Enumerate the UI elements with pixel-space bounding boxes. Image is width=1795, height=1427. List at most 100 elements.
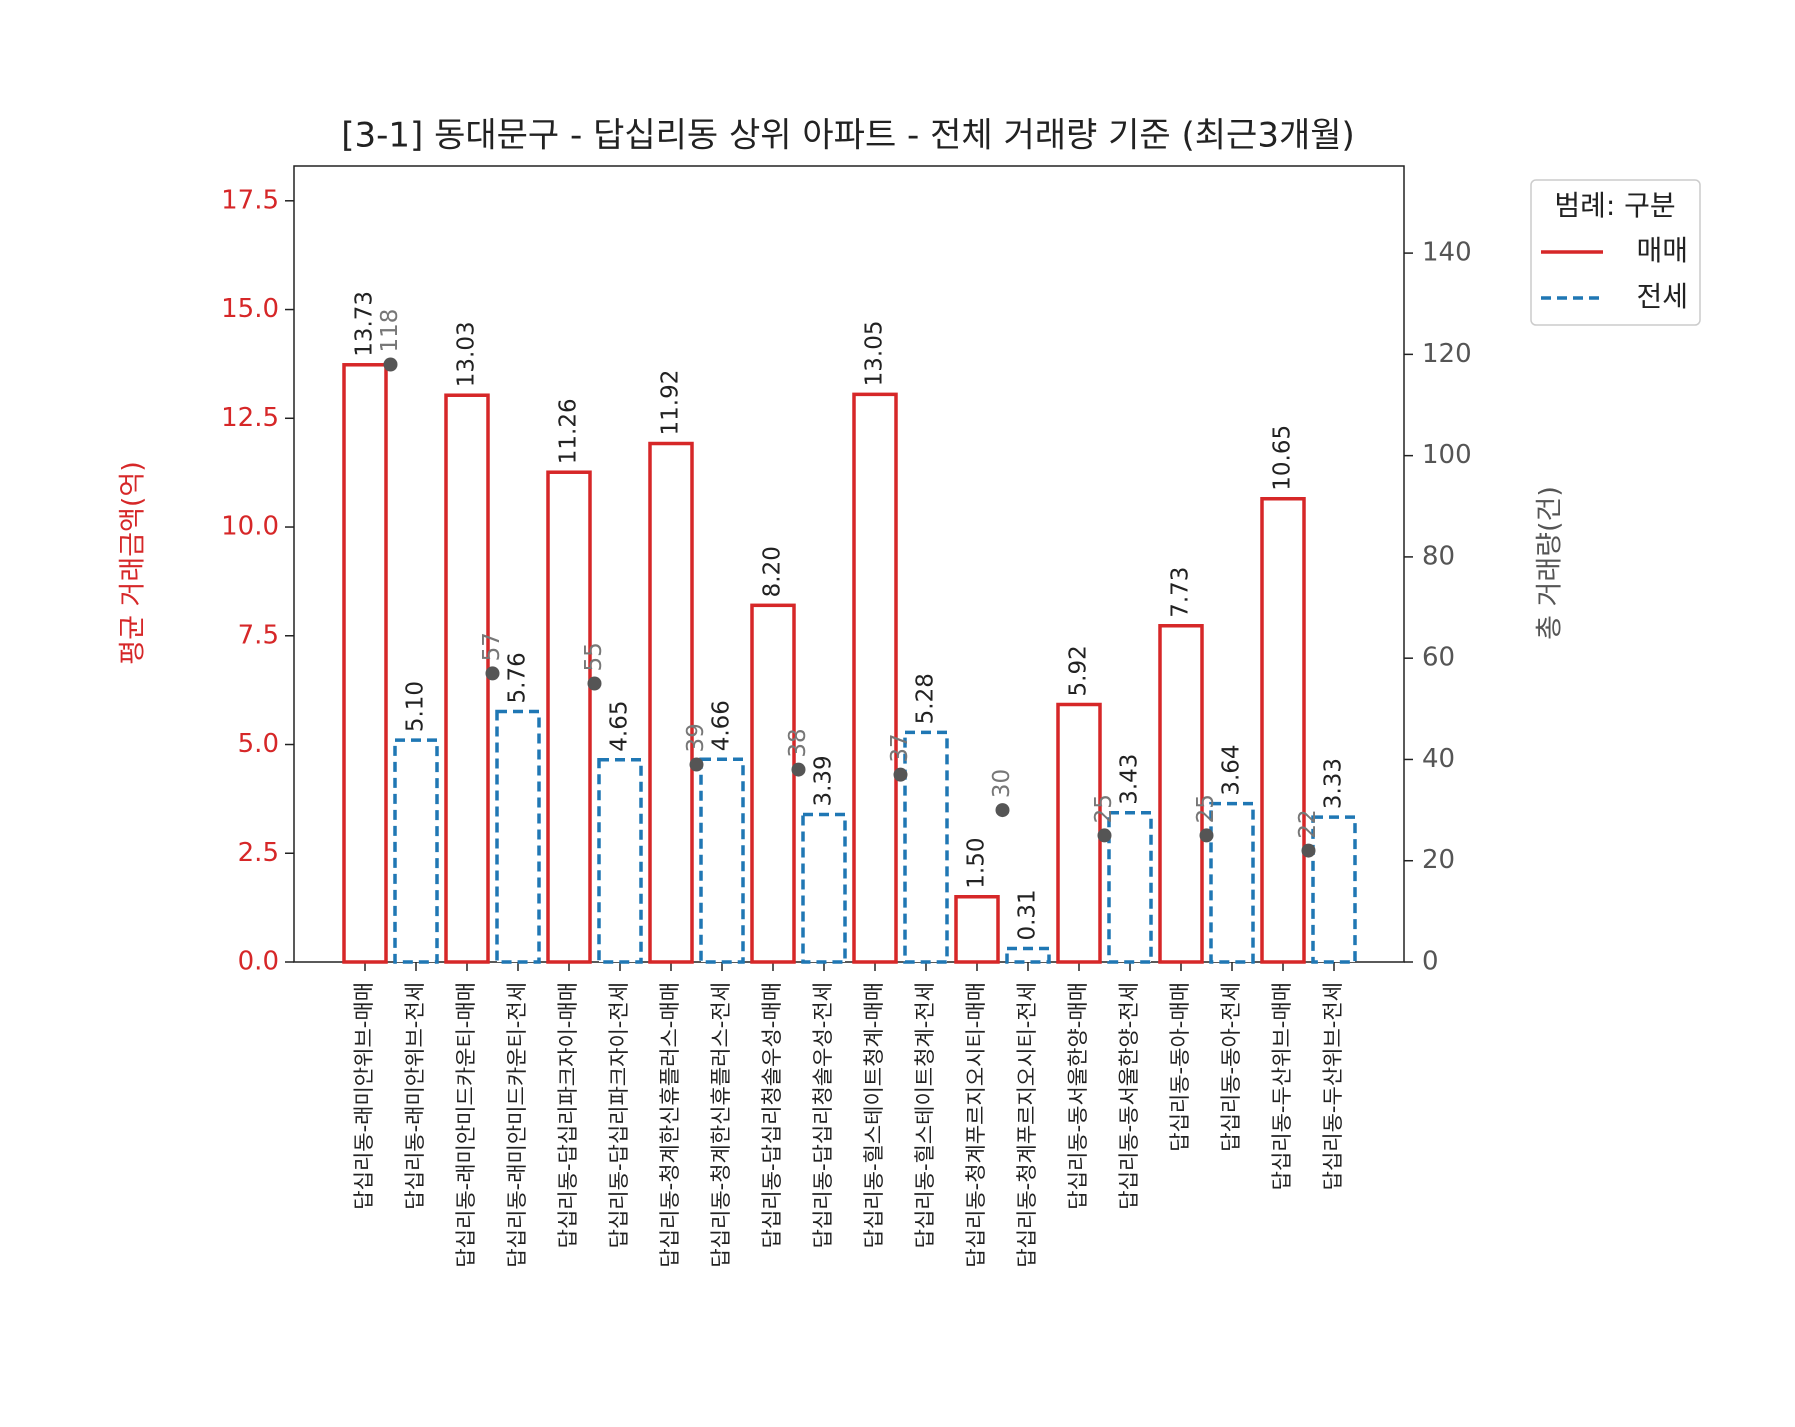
count-dot <box>1097 828 1112 843</box>
x-tick-label: 답십리동-청계한신휴플러스-전세 <box>709 982 733 1268</box>
y2-axis-label: 총 거래량(건) <box>1535 486 1566 640</box>
x-tick-label: 답십리동-동서울한양-전세 <box>1117 982 1141 1210</box>
data-label: 3.64 <box>1219 744 1245 795</box>
y2-tick-label: 80 <box>1422 541 1455 571</box>
x-tick-label: 답십리동-동아-매매 <box>1168 982 1192 1152</box>
y-tick-label: 0.0 <box>238 947 279 977</box>
count-label: 38 <box>785 728 811 757</box>
count-dot <box>791 762 806 777</box>
count-label: 22 <box>1295 809 1321 838</box>
bar <box>495 709 541 964</box>
data-label: 13.05 <box>862 321 888 387</box>
data-label: 4.66 <box>709 700 735 751</box>
x-tick-label: 답십리동-청계한신휴플러스-매매 <box>658 982 682 1268</box>
y-tick-label: 10.0 <box>221 512 279 542</box>
count-dot <box>587 676 602 691</box>
data-label: 5.92 <box>1066 645 1092 696</box>
data-label: 13.73 <box>352 291 378 357</box>
data-label: 3.39 <box>811 755 837 806</box>
x-tick-label: 답십리동-힐스테이트청계-전세 <box>913 982 937 1248</box>
y2-tick-label: 0 <box>1422 947 1439 977</box>
y2-tick-label: 20 <box>1422 845 1455 875</box>
data-label: 10.65 <box>1270 425 1296 491</box>
x-tick-label: 답십리동-답십리청솔우성-전세 <box>811 982 835 1248</box>
data-label: 13.03 <box>454 321 480 387</box>
y-axis-label: 평균 거래금액(억) <box>118 461 149 665</box>
x-tick-label: 답십리동-답십리파크자이-전세 <box>607 982 631 1248</box>
data-label: 4.65 <box>607 701 633 752</box>
bar <box>852 392 898 964</box>
data-label: 11.26 <box>556 398 582 464</box>
x-tick-label: 답십리동-래미안미드카운티-매매 <box>454 982 478 1268</box>
count-dot <box>1199 828 1214 843</box>
bar <box>597 757 643 964</box>
bar <box>1107 811 1153 964</box>
data-label: 5.28 <box>913 673 939 724</box>
count-dot <box>485 666 500 681</box>
count-dot <box>1301 843 1316 858</box>
count-dot <box>893 767 908 782</box>
x-tick-label: 답십리동-동아-전세 <box>1219 982 1243 1152</box>
x-tick-label: 답십리동-답십리파크자이-매매 <box>556 982 580 1248</box>
bar <box>1056 702 1102 964</box>
bar <box>699 757 745 964</box>
count-label: 118 <box>377 309 403 353</box>
bar <box>954 895 1000 964</box>
bar <box>444 393 490 964</box>
data-label: 11.92 <box>658 370 684 436</box>
bar <box>1158 624 1204 964</box>
data-label: 5.76 <box>505 652 531 703</box>
bar <box>342 363 388 964</box>
chart-title: [3-1] 동대문구 - 답십리동 상위 아파트 - 전체 거래량 기준 (최근… <box>341 116 1355 156</box>
bar <box>1209 801 1255 964</box>
x-tick-label: 답십리동-힐스테이트청계-매매 <box>862 982 886 1248</box>
y2-tick-label: 100 <box>1422 440 1472 470</box>
data-label: 0.31 <box>1015 889 1041 940</box>
y2-tick-label: 60 <box>1422 643 1455 673</box>
y-tick-label: 2.5 <box>238 838 279 868</box>
count-label: 39 <box>683 723 709 752</box>
x-tick-label: 답십리동-래미안위브-매매 <box>352 982 376 1210</box>
bar <box>801 812 847 964</box>
data-label: 3.33 <box>1321 758 1347 809</box>
y-tick-label: 12.5 <box>221 403 279 433</box>
y2-tick-label: 120 <box>1422 339 1472 369</box>
x-tick-label: 답십리동-동서울한양-매매 <box>1066 982 1090 1210</box>
legend: 범례: 구분 <box>1530 179 1701 326</box>
bar <box>546 470 592 964</box>
data-label: 5.10 <box>403 681 429 732</box>
bar <box>903 730 949 964</box>
bar <box>1005 946 1051 964</box>
bar <box>1311 815 1357 964</box>
x-tick-label: 답십리동-두산위브-전세 <box>1321 982 1345 1190</box>
bar <box>648 441 694 964</box>
x-tick-label: 답십리동-청계푸르지오시티-매매 <box>964 982 988 1268</box>
legend-box <box>1530 179 1701 326</box>
bar <box>393 738 439 964</box>
count-label: 37 <box>887 733 913 762</box>
y-tick-label: 7.5 <box>238 620 279 650</box>
count-dot <box>689 757 704 772</box>
count-label: 25 <box>1091 794 1117 823</box>
x-tick-label: 답십리동-답십리청솔우성-매매 <box>760 982 784 1248</box>
y-tick-label: 15.0 <box>221 294 279 324</box>
data-label: 1.50 <box>964 838 990 889</box>
data-label: 8.20 <box>760 546 786 597</box>
legend-label: 전세 <box>1636 280 1688 313</box>
count-label: 55 <box>581 642 607 671</box>
count-label: 30 <box>989 769 1015 798</box>
bar <box>750 603 796 964</box>
y-tick-label: 5.0 <box>238 729 279 759</box>
data-label: 7.73 <box>1168 567 1194 618</box>
y-tick-label: 17.5 <box>221 185 279 215</box>
legend-title: 범례: 구분 <box>1554 189 1675 222</box>
y2-tick-label: 40 <box>1422 744 1455 774</box>
x-tick-label: 답십리동-청계푸르지오시티-전세 <box>1015 982 1039 1268</box>
x-tick-label: 답십리동-래미안위브-전세 <box>403 982 427 1210</box>
bar <box>1260 497 1306 964</box>
y2-tick-label: 140 <box>1422 238 1472 268</box>
plot-frame <box>293 165 1405 963</box>
x-tick-label: 답십리동-래미안미드카운티-전세 <box>505 982 529 1268</box>
